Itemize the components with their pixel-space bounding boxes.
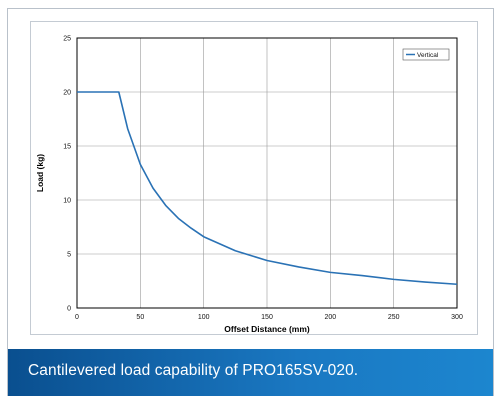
legend: Vertical: [402, 48, 450, 61]
y-tick-label: 25: [63, 36, 71, 43]
x-tick-label: 100: [198, 314, 210, 321]
caption-text: Cantilevered load capability of PRO165SV…: [28, 362, 359, 379]
axes-layer: 0 50 100 150 200 250 300 0 5 10 15 20 25: [63, 36, 463, 322]
chart-panel: 0 50 100 150 200 250 300 0 5 10 15 20 25 Vertical Of…: [30, 21, 478, 335]
y-axis-title: Load (kg): [35, 154, 45, 192]
y-tick-label: 0: [67, 306, 71, 313]
grid-layer: [77, 38, 457, 308]
plot-frame: [76, 37, 458, 309]
caption-band: Cantilevered load capability of PRO165SV…: [8, 349, 493, 396]
x-tick-label: 0: [75, 314, 79, 321]
figure-card: 0 50 100 150 200 250 300 0 5 10 15 20 25 Vertical Of…: [7, 8, 494, 396]
series-layer: [77, 91, 458, 286]
y-tick-label: 10: [63, 198, 71, 205]
legend-box: [402, 48, 450, 61]
load-chart: 0 50 100 150 200 250 300 0 5 10 15 20 25 Vertical Of…: [35, 36, 463, 335]
legend-label: Vertical: [417, 52, 439, 59]
x-axis-title: Offset Distance (mm): [224, 324, 310, 334]
x-tick-label: 50: [136, 314, 144, 321]
x-tick-label: 250: [388, 314, 400, 321]
x-tick-label: 150: [261, 314, 273, 321]
series-line-vertical: [77, 91, 458, 286]
y-tick-label: 15: [63, 144, 71, 151]
x-tick-label: 300: [451, 314, 463, 321]
x-tick-label: 200: [324, 314, 336, 321]
y-tick-label: 5: [67, 252, 71, 259]
y-tick-label: 20: [63, 90, 71, 97]
